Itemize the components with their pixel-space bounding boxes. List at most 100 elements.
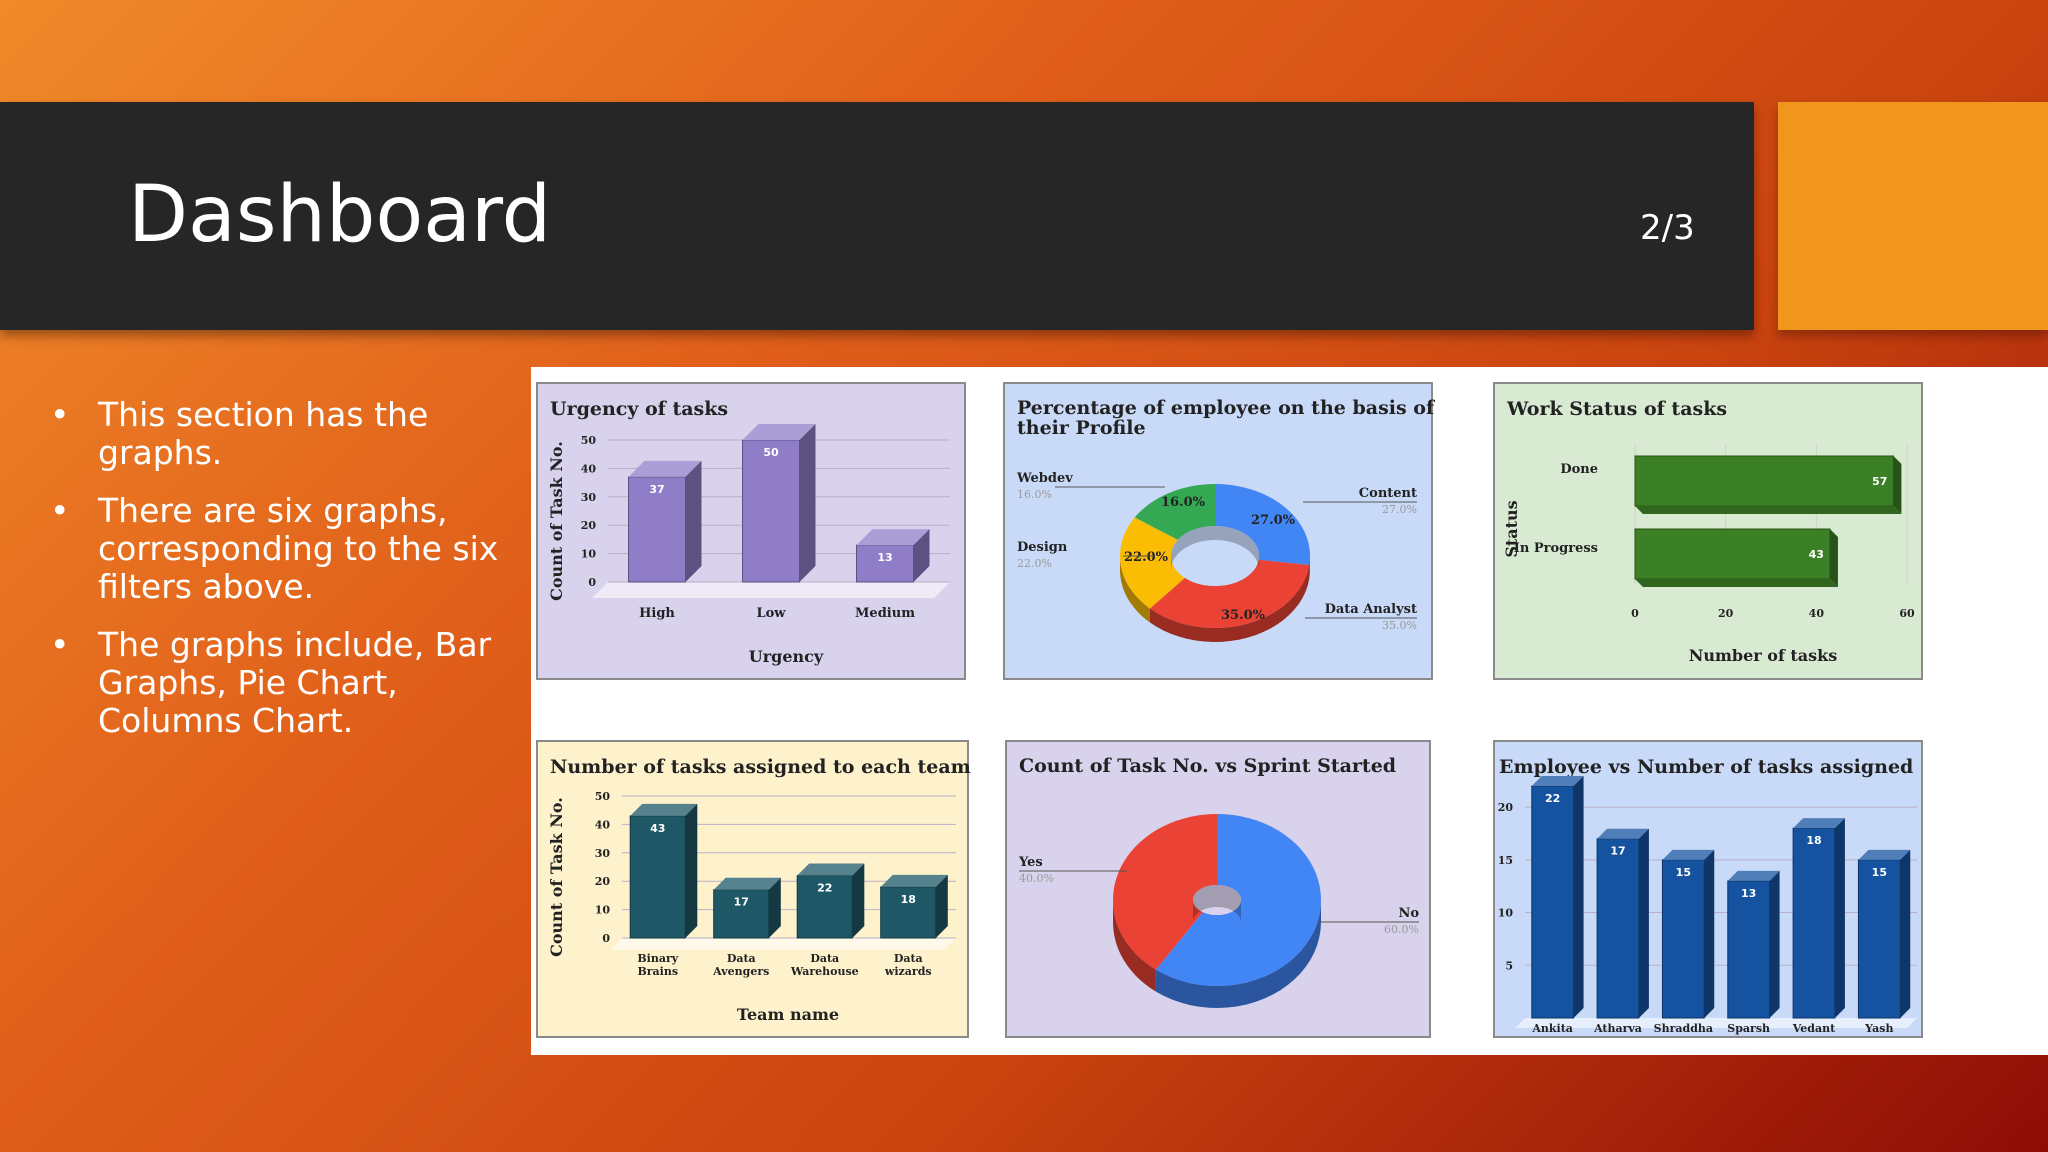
y-tick-label: 20 bbox=[581, 519, 597, 532]
legend-percent: 40.0% bbox=[1019, 872, 1054, 885]
bar-top bbox=[1597, 828, 1649, 839]
y-tick-label: 30 bbox=[595, 847, 611, 860]
bar-top bbox=[630, 803, 698, 816]
y-tick-label: Done bbox=[1560, 462, 1598, 477]
pie-slice bbox=[1113, 814, 1217, 970]
x-tick-label: 40 bbox=[1809, 607, 1825, 620]
legend-percent: 27.0% bbox=[1382, 503, 1417, 516]
data-label: 17 bbox=[734, 896, 749, 909]
bullet-list: • This section has the graphs. • There are… bbox=[40, 396, 500, 760]
accent-block bbox=[1778, 102, 2048, 330]
y-tick-label: 15 bbox=[1498, 854, 1513, 867]
bar-top bbox=[713, 877, 781, 890]
data-label: 13 bbox=[877, 551, 892, 564]
y-tick-label: 20 bbox=[1498, 801, 1514, 814]
bar-side bbox=[1893, 456, 1902, 514]
chart-work-status: Work Status of tasks 0 20 40 60 57 Done 43 In Pr… bbox=[1493, 382, 1923, 680]
bullet-item: • This section has the graphs. bbox=[50, 395, 429, 472]
chart-svg: Count of Task No. vs Sprint Started No 60.… bbox=[1018, 755, 1419, 1008]
bar-side bbox=[935, 874, 948, 938]
y-tick-label: 20 bbox=[595, 875, 611, 888]
bar-bottom bbox=[1635, 506, 1902, 514]
data-label: 43 bbox=[650, 822, 665, 835]
donut-hole bbox=[1193, 885, 1241, 915]
title-bar bbox=[0, 102, 1754, 330]
legend-label: No bbox=[1398, 906, 1419, 921]
pie-slice bbox=[1120, 517, 1185, 609]
slice-side bbox=[1120, 556, 1150, 623]
bar bbox=[629, 815, 686, 939]
legend-percent: 16.0% bbox=[1017, 488, 1052, 501]
page-title: Dashboard bbox=[128, 170, 552, 260]
bar bbox=[1857, 859, 1901, 1019]
chart-floor bbox=[610, 938, 956, 950]
x-tick-label: High bbox=[639, 606, 675, 621]
bar-top bbox=[742, 424, 816, 440]
bar bbox=[1634, 528, 1831, 580]
y-tick-label: 30 bbox=[581, 491, 597, 504]
bullet-text: The graphs include, Bar Graphs, Pie Char… bbox=[98, 625, 492, 740]
bar bbox=[1531, 785, 1575, 1019]
bar-side bbox=[1834, 818, 1845, 1018]
legend-label: Webdev bbox=[1016, 471, 1073, 486]
bullet-text: This section has the graphs. bbox=[98, 395, 429, 472]
data-label: 37 bbox=[649, 483, 664, 496]
bar-side bbox=[1704, 849, 1715, 1018]
bar-top bbox=[1531, 776, 1584, 786]
bar-side bbox=[1638, 828, 1649, 1018]
bar-top bbox=[797, 863, 865, 876]
data-label: 43 bbox=[1809, 548, 1824, 561]
x-tick-label: Shraddha bbox=[1654, 1022, 1713, 1035]
y-tick-label: 40 bbox=[595, 818, 611, 831]
y-tick-label: 5 bbox=[1505, 959, 1513, 972]
data-label: 22 bbox=[1545, 792, 1560, 805]
y-axis-label: Count of Task No. bbox=[547, 441, 566, 601]
bar-side bbox=[852, 863, 865, 938]
bar-bottom bbox=[1635, 579, 1838, 587]
legend-percent: 60.0% bbox=[1384, 923, 1419, 936]
x-tick-label: Data Avengers bbox=[712, 952, 769, 978]
bullet-item: • The graphs include, Bar Graphs, Pie Cha… bbox=[50, 625, 492, 740]
chart-svg: Employee vs Number of tasks assigned 5 10 1… bbox=[1498, 756, 1917, 1035]
bar bbox=[1634, 455, 1894, 507]
bar-top bbox=[880, 874, 948, 887]
x-tick-label: 0 bbox=[1631, 607, 1639, 620]
pie-slice bbox=[1149, 559, 1310, 628]
legend-label: Yes bbox=[1018, 855, 1043, 870]
legend-percent: 22.0% bbox=[1017, 557, 1052, 570]
bar-side bbox=[1573, 776, 1584, 1018]
chart-svg: Urgency of tasks 0 10 20 30 40 50 37 High 50 Low 13… bbox=[547, 398, 950, 666]
chart-employee-profile: Percentage of employee on the basis of th… bbox=[1003, 382, 1435, 680]
bar-top bbox=[856, 529, 930, 546]
data-label: 18 bbox=[1806, 834, 1821, 847]
chart-floor bbox=[1515, 1018, 1917, 1028]
chart-tasks-per-team: Number of tasks assigned to each team 0 10… bbox=[536, 740, 971, 1038]
bar bbox=[880, 886, 937, 939]
y-tick-label: 50 bbox=[581, 434, 597, 447]
y-tick-label: 40 bbox=[581, 462, 597, 475]
x-tick-label: Yash bbox=[1864, 1022, 1893, 1035]
bar-side bbox=[913, 529, 930, 582]
y-tick-label: 10 bbox=[581, 548, 597, 561]
data-label: 15 bbox=[1676, 866, 1691, 879]
bar-side bbox=[768, 877, 781, 938]
bullet-text: There are six graphs, corresponding to t… bbox=[98, 491, 499, 606]
pie-slice bbox=[1215, 484, 1310, 566]
x-tick-label: Binary Brains bbox=[637, 952, 678, 978]
data-label: 17 bbox=[1610, 845, 1625, 858]
data-label: 50 bbox=[763, 446, 779, 459]
data-label: 15 bbox=[1872, 866, 1887, 879]
x-axis-label: Team name bbox=[737, 1005, 839, 1024]
slice-side bbox=[1309, 556, 1310, 580]
page-number: 2/3 bbox=[1640, 208, 1695, 248]
bar-top bbox=[1727, 870, 1780, 881]
chart-title: Count of Task No. vs Sprint Started bbox=[1019, 755, 1396, 777]
slice-side bbox=[1113, 900, 1156, 992]
donut-hole bbox=[1171, 526, 1259, 586]
chart-title: Number of tasks assigned to each team bbox=[550, 756, 971, 778]
pie-slice bbox=[1155, 814, 1321, 986]
bar-top bbox=[628, 460, 702, 477]
bar-side bbox=[1900, 849, 1911, 1018]
y-axis-label: Count of Task No. bbox=[547, 797, 566, 957]
chart-svg: Work Status of tasks 0 20 40 60 57 Done 43 In Pr… bbox=[1502, 398, 1915, 665]
